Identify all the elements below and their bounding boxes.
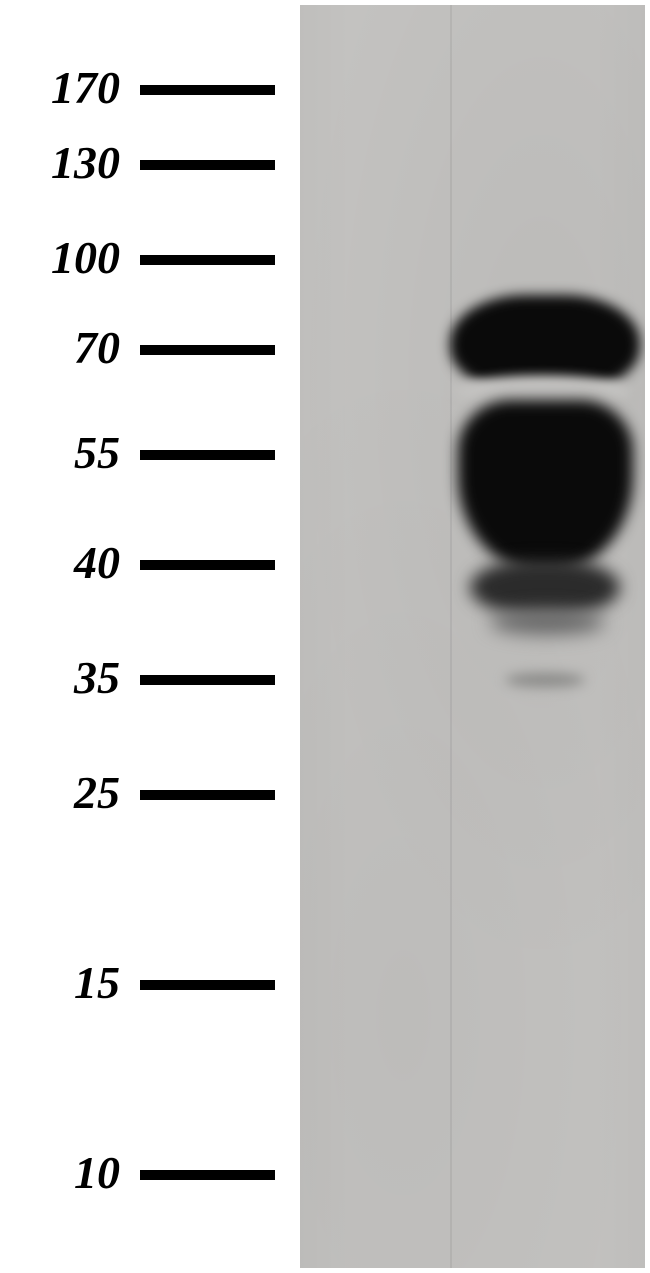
mw-label: 25 [0,770,120,816]
mw-tick [140,85,275,95]
mw-label: 10 [0,1150,120,1196]
mw-tick [140,160,275,170]
lane-divider [450,5,452,1268]
mw-label: 55 [0,430,120,476]
mw-label: 100 [0,235,120,281]
blot-band [490,610,605,635]
mw-label: 130 [0,140,120,186]
mw-tick [140,345,275,355]
blot-background [300,5,645,1268]
mw-label: 35 [0,655,120,701]
mw-label: 170 [0,65,120,111]
blot-band [505,673,585,687]
mw-tick [140,675,275,685]
mw-label: 15 [0,960,120,1006]
mw-tick [140,980,275,990]
blot-membrane [300,5,645,1268]
mw-label: 40 [0,540,120,586]
mw-label: 70 [0,325,120,371]
mw-tick [140,790,275,800]
mw-tick [140,255,275,265]
mw-tick [140,560,275,570]
mw-tick [140,450,275,460]
blot-band [458,400,633,570]
blot-band [470,560,620,615]
mw-tick [140,1170,275,1180]
western-blot-figure: 170 130 100 70 55 40 35 25 15 10 [0,0,650,1273]
